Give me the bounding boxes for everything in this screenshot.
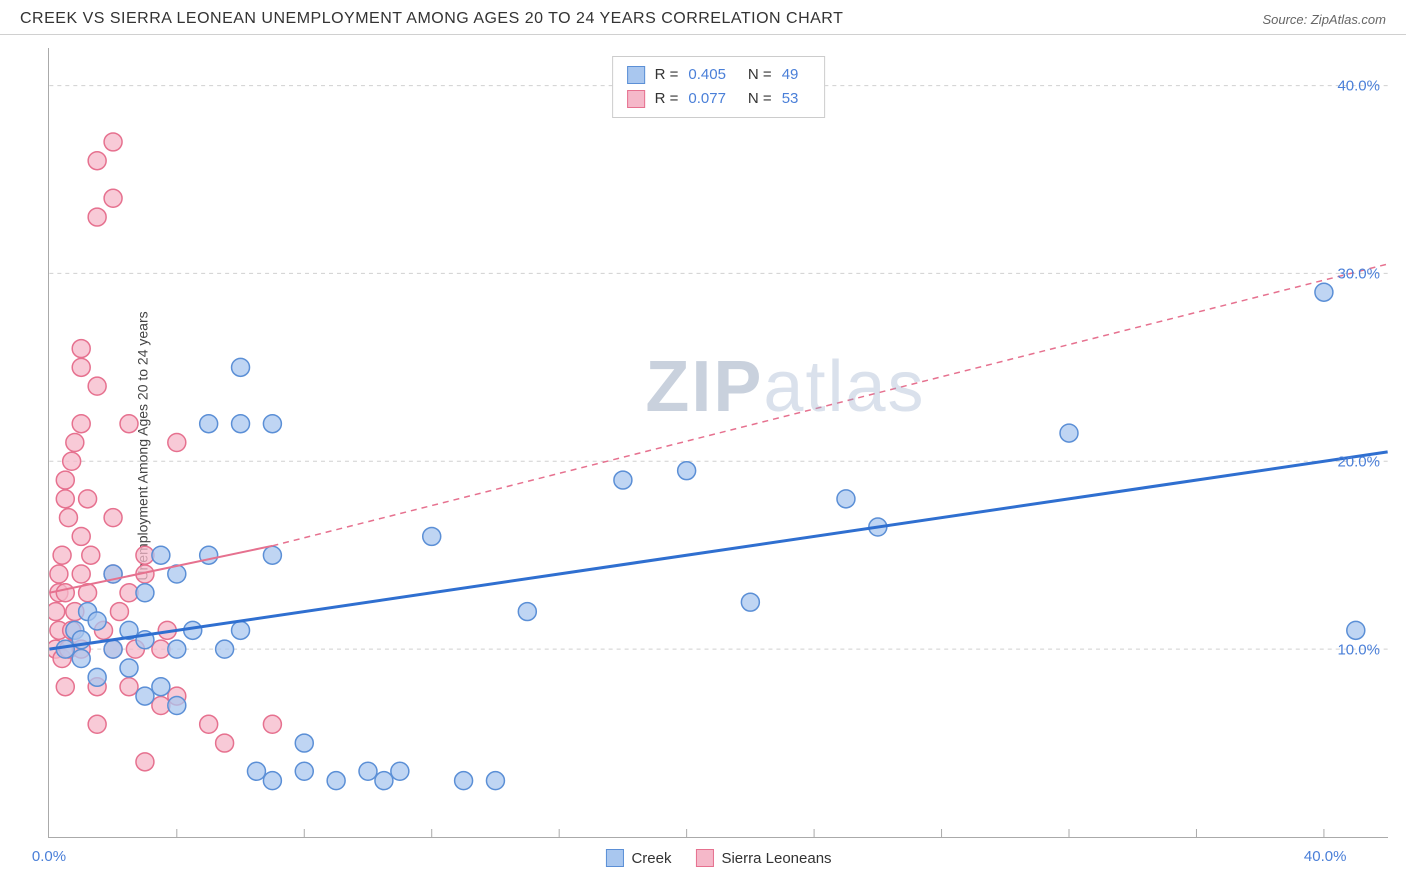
y-tick-label: 20.0% (1337, 453, 1380, 470)
legend-row-pink: R = 0.077 N = 53 (627, 87, 811, 111)
series-legend: Creek Sierra Leoneans (605, 849, 831, 867)
y-tick-label: 30.0% (1337, 265, 1380, 282)
x-tick-label: 0.0% (32, 848, 66, 865)
legend-item-creek: Creek (605, 849, 671, 867)
swatch-pink (627, 90, 645, 108)
y-tick-label: 40.0% (1337, 77, 1380, 94)
swatch-blue-icon (605, 849, 623, 867)
chart-canvas (49, 48, 1388, 837)
legend-row-blue: R = 0.405 N = 49 (627, 63, 811, 87)
x-tick-label: 40.0% (1304, 848, 1347, 865)
y-tick-label: 10.0% (1337, 641, 1380, 658)
chart-source: Source: ZipAtlas.com (1262, 12, 1386, 27)
swatch-pink-icon (695, 849, 713, 867)
scatter-chart: ZIPatlas R = 0.405 N = 49 R = 0.077 N = … (48, 48, 1388, 838)
chart-title: CREEK VS SIERRA LEONEAN UNEMPLOYMENT AMO… (20, 10, 843, 28)
legend-item-sierra: Sierra Leoneans (695, 849, 831, 867)
chart-header: CREEK VS SIERRA LEONEAN UNEMPLOYMENT AMO… (0, 0, 1406, 35)
correlation-legend: R = 0.405 N = 49 R = 0.077 N = 53 (612, 56, 826, 118)
swatch-blue (627, 66, 645, 84)
